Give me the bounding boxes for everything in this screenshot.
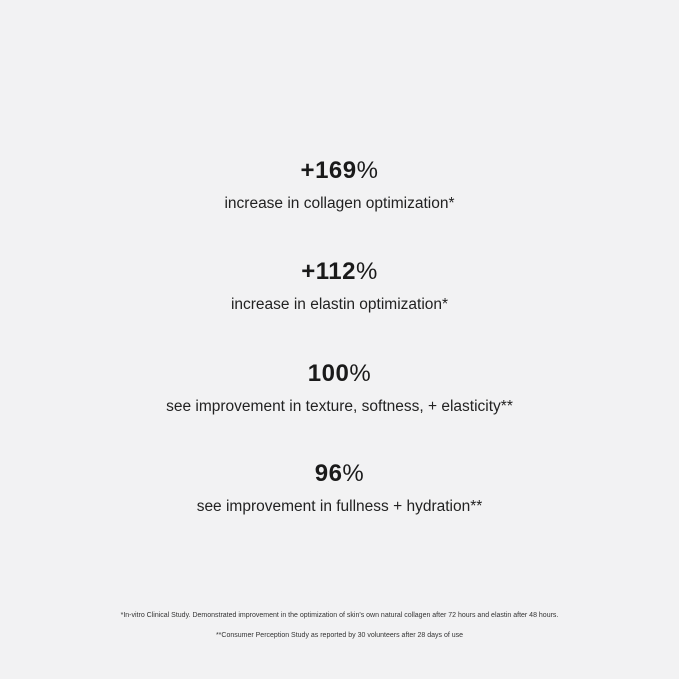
stat-label: see improvement in fullness + hydration*… [196,498,483,515]
stat-texture: 100% see improvement in texture, softnes… [0,360,679,416]
stat-value: +169 [300,157,357,184]
footnote-consumer: **Consumer Perception Study as reported … [215,632,464,639]
stat-value: 100 [307,360,350,387]
stat-collagen: +169% increase in collagen optimization* [0,157,679,213]
stat-value: +112 [301,258,356,285]
stat-fullness: 96% see improvement in fullness + hydrat… [0,460,679,516]
stat-label: increase in collagen optimization* [224,195,455,212]
stat-value: 96 [314,460,343,487]
footnote-clinical: *In-vitro Clinical Study. Demonstrated i… [120,612,559,619]
stat-elastin: +112% increase in elastin optimization* [0,258,679,314]
stat-label: increase in elastin optimization* [230,296,449,313]
stat-label: see improvement in texture, softness, + … [166,398,513,415]
